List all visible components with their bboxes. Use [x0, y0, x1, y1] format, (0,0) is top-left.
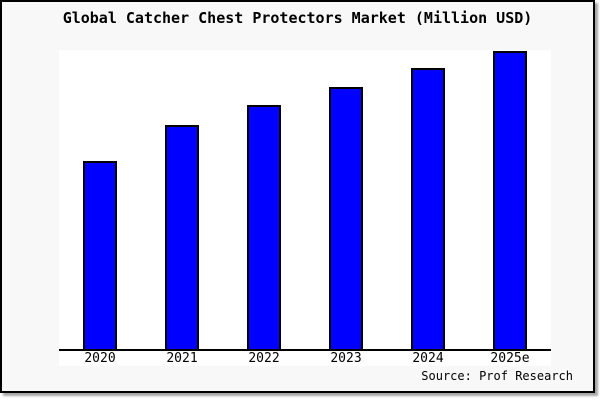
bar-column [59, 50, 141, 349]
bar-2020 [83, 161, 117, 349]
bar-2025e [493, 50, 527, 349]
plot-area: 2020 2021 2022 2023 2024 2025e [59, 50, 551, 366]
x-axis-label: 2023 [330, 351, 362, 366]
bar-column [305, 50, 387, 349]
x-axis-label: 2024 [412, 351, 444, 366]
x-axis-label: 2025e [490, 351, 530, 366]
bar-2022 [247, 105, 281, 349]
bar-column [387, 50, 469, 349]
bar-2023 [329, 86, 363, 349]
source-credit: Source: Prof Research [421, 369, 573, 383]
x-axis-label: 2020 [84, 351, 116, 366]
bar-2024 [411, 68, 445, 349]
x-axis-labels: 2020 2021 2022 2023 2024 2025e [59, 351, 551, 366]
x-axis-label: 2021 [166, 351, 198, 366]
bar-2021 [165, 124, 199, 349]
chart-frame: Global Catcher Chest Protectors Market (… [0, 0, 595, 393]
x-axis-label: 2022 [248, 351, 280, 366]
bar-column [469, 50, 551, 349]
bar-column [223, 50, 305, 349]
chart-title: Global Catcher Chest Protectors Market (… [62, 9, 533, 27]
bar-column [141, 50, 223, 349]
bars [59, 50, 551, 351]
